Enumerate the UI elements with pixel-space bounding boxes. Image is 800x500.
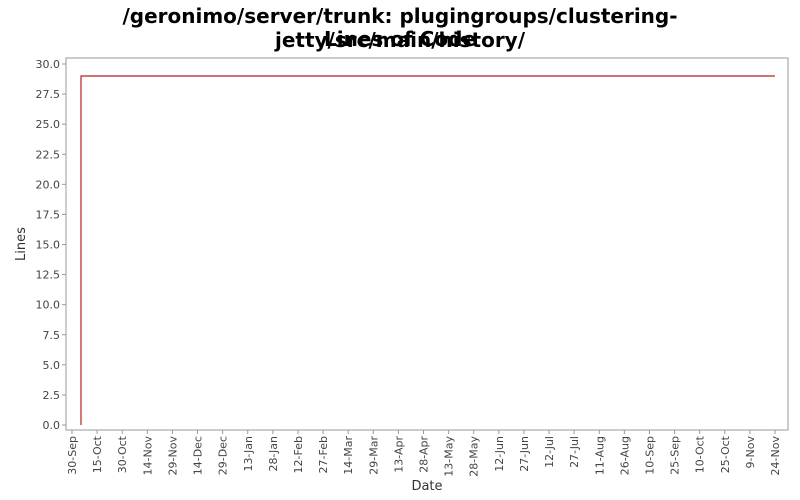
x-tick-label: 14-Nov — [141, 436, 154, 476]
x-tick-label: 14-Dec — [192, 436, 205, 475]
y-tick-label: 0.0 — [43, 419, 61, 432]
chart-title: /geronimo/server/trunk: plugingroups/clu… — [122, 4, 678, 52]
y-tick-label: 5.0 — [43, 359, 61, 372]
x-tick-label: 27-Jun — [518, 436, 531, 472]
y-tick-label: 25.0 — [36, 118, 61, 131]
x-tick-label: 26-Aug — [618, 436, 631, 475]
x-tick-label: 14-Mar — [342, 436, 355, 475]
x-tick-label: 13-Jan — [242, 436, 255, 472]
x-tick-label: 30-Oct — [116, 435, 129, 473]
x-tick-label: 28-Jan — [267, 436, 280, 472]
x-axis-title: Date — [411, 479, 442, 494]
y-axis: 0.0 2.5 5.0 7.5 10.0 12.5 15.0 17.5 20.0 22.5 25.0… — [36, 58, 66, 432]
y-tick-label: 12.5 — [36, 269, 61, 282]
chart-subtitle: Lines of Code — [324, 27, 476, 51]
y-tick-label: 17.5 — [36, 208, 61, 221]
series-layer — [80, 75, 775, 425]
x-tick-label: 10-Oct — [694, 435, 707, 473]
y-tick-label: 22.5 — [36, 148, 61, 161]
x-tick-label: 13-May — [443, 436, 456, 477]
x-tick-label: 10-Sep — [643, 436, 656, 475]
y-tick-label: 20.0 — [36, 178, 61, 191]
x-tick-label: 29-Nov — [166, 436, 179, 476]
x-tick-label: 30-Sep — [66, 436, 79, 475]
plot-area — [65, 57, 789, 431]
x-tick-label: 27-Jul — [568, 436, 581, 468]
x-tick-label: 9-Nov — [744, 436, 757, 469]
x-tick-label: 15-Oct — [91, 435, 104, 473]
y-tick-label: 7.5 — [43, 329, 61, 342]
x-tick-label: 25-Oct — [719, 435, 732, 473]
y-tick-label: 30.0 — [36, 58, 61, 71]
x-tick-label: 29-Dec — [217, 436, 230, 475]
y-tick-label: 2.5 — [43, 389, 61, 402]
x-tick-label: 24-Nov — [769, 436, 782, 476]
y-tick-label: 15.0 — [36, 239, 61, 252]
x-tick-label: 13-Apr — [392, 436, 405, 473]
y-tick-label: 10.0 — [36, 299, 61, 312]
x-tick-label: 27-Feb — [317, 436, 330, 473]
y-tick-label: 27.5 — [36, 88, 61, 101]
series-line — [80, 75, 775, 425]
x-tick-label: 25-Sep — [669, 436, 682, 475]
x-tick-label: 28-May — [468, 436, 481, 477]
y-axis-title: Lines — [14, 227, 29, 261]
x-tick-label: 28-Apr — [418, 436, 431, 473]
x-tick-label: 12-Jun — [493, 436, 506, 472]
x-tick-label: 12-Feb — [292, 436, 305, 473]
x-tick-label: 29-Mar — [367, 436, 380, 475]
x-axis: 30-Sep 15-Oct 30-Oct 14-Nov 29-Nov 14-Dec 29-D… — [66, 430, 782, 477]
x-tick-label: 12-Jul — [543, 436, 556, 468]
x-tick-label: 11-Aug — [593, 436, 606, 475]
